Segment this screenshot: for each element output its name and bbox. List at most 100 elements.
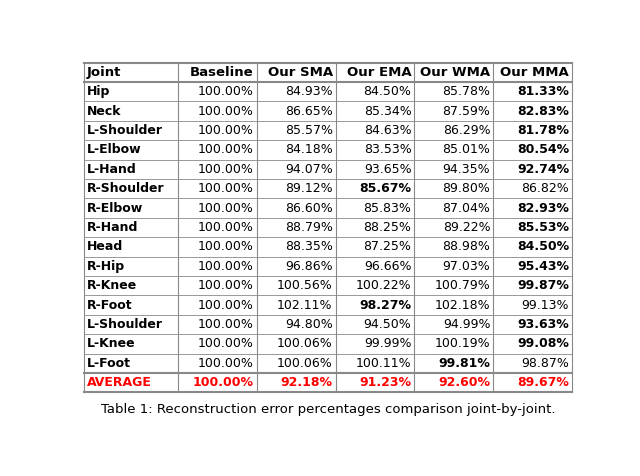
Text: 100.00%: 100.00% [198,260,254,273]
Text: 87.59%: 87.59% [442,105,490,118]
Text: 93.63%: 93.63% [517,318,569,331]
Text: Joint: Joint [87,66,122,79]
Text: 88.79%: 88.79% [285,221,333,234]
Text: 99.08%: 99.08% [517,337,569,350]
Text: 85.01%: 85.01% [442,143,490,157]
Text: 100.00%: 100.00% [198,124,254,137]
Text: 99.99%: 99.99% [364,337,412,350]
Text: Head: Head [87,240,123,253]
Text: 89.67%: 89.67% [517,377,569,389]
Text: 93.65%: 93.65% [364,163,412,176]
Text: L-Foot: L-Foot [87,357,131,370]
Text: 100.00%: 100.00% [198,85,254,98]
Text: 89.22%: 89.22% [443,221,490,234]
Text: 81.33%: 81.33% [517,85,569,98]
Text: R-Hip: R-Hip [87,260,125,273]
Text: 102.18%: 102.18% [435,298,490,312]
Text: R-Foot: R-Foot [87,298,132,312]
Text: 100.00%: 100.00% [198,182,254,195]
Text: 86.82%: 86.82% [522,182,569,195]
Text: 88.98%: 88.98% [442,240,490,253]
Text: 89.80%: 89.80% [442,182,490,195]
Text: 100.00%: 100.00% [198,105,254,118]
Text: L-Elbow: L-Elbow [87,143,141,157]
Text: 85.57%: 85.57% [285,124,333,137]
Text: 85.83%: 85.83% [364,202,412,215]
Text: L-Knee: L-Knee [87,337,136,350]
Text: Hip: Hip [87,85,110,98]
Text: 82.93%: 82.93% [517,202,569,215]
Text: 100.22%: 100.22% [356,279,412,292]
Text: 100.00%: 100.00% [198,240,254,253]
Text: 87.25%: 87.25% [364,240,412,253]
Text: 100.19%: 100.19% [435,337,490,350]
Text: 87.04%: 87.04% [442,202,490,215]
Text: 100.06%: 100.06% [277,337,333,350]
Text: 99.81%: 99.81% [438,357,490,370]
Text: Our WMA: Our WMA [420,66,490,79]
Text: 84.50%: 84.50% [364,85,412,98]
Text: 100.00%: 100.00% [198,221,254,234]
Text: 100.56%: 100.56% [277,279,333,292]
Text: R-Elbow: R-Elbow [87,202,143,215]
Text: 88.25%: 88.25% [364,221,412,234]
Text: 80.54%: 80.54% [517,143,569,157]
Text: 100.00%: 100.00% [193,377,254,389]
Text: Our EMA: Our EMA [347,66,412,79]
Text: 100.00%: 100.00% [198,163,254,176]
Text: L-Shoulder: L-Shoulder [87,318,163,331]
Text: 100.00%: 100.00% [198,202,254,215]
Text: 85.67%: 85.67% [360,182,412,195]
Text: L-Hand: L-Hand [87,163,137,176]
Text: Table 1: Reconstruction error percentages comparison joint-by-joint.: Table 1: Reconstruction error percentage… [100,403,556,416]
Text: Baseline: Baseline [190,66,254,79]
Text: 94.99%: 94.99% [443,318,490,331]
Text: 85.78%: 85.78% [442,85,490,98]
Text: 94.50%: 94.50% [364,318,412,331]
Text: 100.00%: 100.00% [198,337,254,350]
Text: 100.00%: 100.00% [198,318,254,331]
Text: 92.60%: 92.60% [438,377,490,389]
Text: 84.18%: 84.18% [285,143,333,157]
Text: 86.60%: 86.60% [285,202,333,215]
Text: 81.78%: 81.78% [517,124,569,137]
Text: 83.53%: 83.53% [364,143,412,157]
Text: 89.12%: 89.12% [285,182,333,195]
Text: R-Hand: R-Hand [87,221,138,234]
Text: 100.00%: 100.00% [198,357,254,370]
Text: 96.66%: 96.66% [364,260,412,273]
Text: 100.06%: 100.06% [277,357,333,370]
Text: AVERAGE: AVERAGE [87,377,152,389]
Text: 99.13%: 99.13% [522,298,569,312]
Text: 100.00%: 100.00% [198,279,254,292]
Text: 84.93%: 84.93% [285,85,333,98]
Text: 95.43%: 95.43% [517,260,569,273]
Text: 94.07%: 94.07% [285,163,333,176]
Text: 98.87%: 98.87% [521,357,569,370]
Text: R-Shoulder: R-Shoulder [87,182,164,195]
Text: 92.18%: 92.18% [281,377,333,389]
Text: 88.35%: 88.35% [285,240,333,253]
Text: L-Shoulder: L-Shoulder [87,124,163,137]
Text: 99.87%: 99.87% [517,279,569,292]
Text: 94.80%: 94.80% [285,318,333,331]
Text: 100.00%: 100.00% [198,143,254,157]
Text: 97.03%: 97.03% [442,260,490,273]
Text: Our MMA: Our MMA [500,66,569,79]
Text: 92.74%: 92.74% [517,163,569,176]
Text: 84.50%: 84.50% [517,240,569,253]
Text: 85.34%: 85.34% [364,105,412,118]
Text: 100.00%: 100.00% [198,298,254,312]
Text: 85.53%: 85.53% [517,221,569,234]
Text: 82.83%: 82.83% [517,105,569,118]
Text: 98.27%: 98.27% [360,298,412,312]
Text: 100.79%: 100.79% [435,279,490,292]
Text: 100.11%: 100.11% [356,357,412,370]
Text: Neck: Neck [87,105,122,118]
Text: R-Knee: R-Knee [87,279,137,292]
Text: 102.11%: 102.11% [277,298,333,312]
Text: 91.23%: 91.23% [360,377,412,389]
Text: 86.65%: 86.65% [285,105,333,118]
Text: 94.35%: 94.35% [443,163,490,176]
Text: 84.63%: 84.63% [364,124,412,137]
